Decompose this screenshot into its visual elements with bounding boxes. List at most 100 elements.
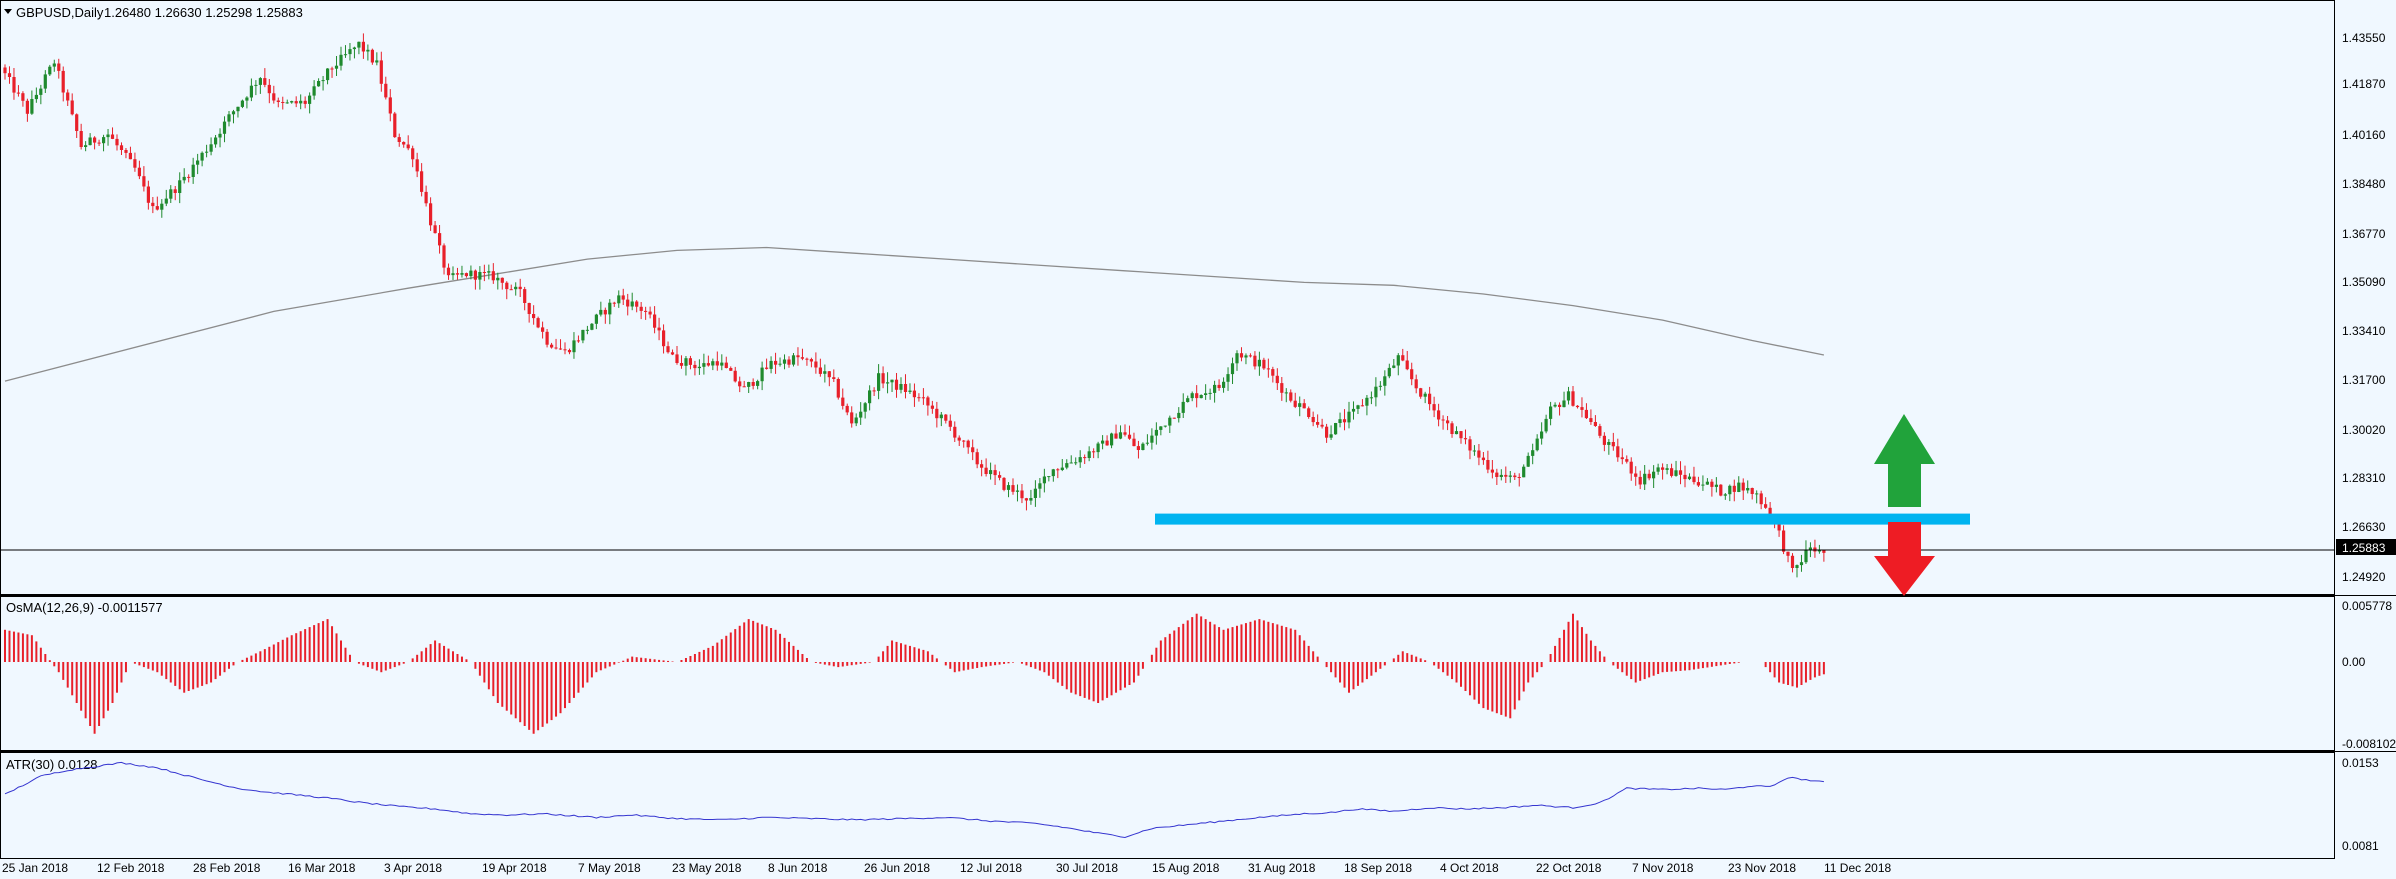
bear-candle: [397, 133, 401, 147]
bull-candle: [1110, 432, 1114, 449]
bear-candle: [370, 48, 374, 65]
osma-axis-label: 0.005778: [2342, 599, 2392, 613]
bear-candle: [706, 355, 710, 367]
bear-candle: [1136, 440, 1140, 459]
bull-candle: [1338, 412, 1342, 428]
bear-candle: [1620, 448, 1624, 465]
bear-candle: [455, 267, 460, 280]
up-arrow-icon: [1874, 414, 1935, 507]
bear-candle: [1602, 432, 1606, 452]
bull-candle: [312, 80, 316, 100]
bear-candle: [1786, 551, 1790, 563]
bull-candle: [339, 46, 343, 71]
bear-candle: [1002, 477, 1006, 492]
bear-candle: [742, 380, 746, 388]
bull-candle: [1226, 367, 1230, 391]
price-label: 1.31700: [2342, 373, 2386, 387]
bear-candle: [406, 135, 410, 151]
bull-candle: [1015, 484, 1020, 502]
bull-candle: [1723, 493, 1727, 500]
bull-candle: [1817, 544, 1821, 554]
bull-candle: [617, 290, 621, 308]
bear-candle: [21, 91, 25, 107]
bear-candle: [1405, 351, 1409, 371]
bull-candle: [205, 144, 209, 158]
bear-candle: [814, 352, 818, 374]
date-label: 19 Apr 2018: [482, 861, 547, 875]
bear-candle: [388, 89, 392, 122]
bull-candle: [1652, 465, 1656, 488]
bull-candle: [1472, 445, 1476, 456]
bear-candle: [1759, 490, 1763, 510]
bull-candle: [1454, 426, 1459, 435]
osma-title: OsMA(12,26,9) -0.0011577: [6, 600, 163, 615]
date-label: 15 Aug 2018: [1152, 861, 1220, 875]
bear-candle: [944, 414, 948, 424]
bear-candle: [635, 300, 639, 313]
bull-candle: [1006, 482, 1011, 498]
bull-candle: [1284, 388, 1288, 403]
atr-line: [4, 761, 1824, 839]
bull-candle: [160, 199, 164, 218]
bull-candle: [236, 106, 240, 118]
bear-candle: [1432, 396, 1436, 418]
bear-candle: [1625, 455, 1629, 464]
date-label: 25 Jan 2018: [2, 861, 68, 875]
bear-candle: [554, 338, 558, 350]
bear-candle: [1302, 399, 1306, 409]
bear-candle: [1401, 348, 1405, 362]
bull-candle: [191, 157, 195, 184]
bear-candle: [1293, 392, 1297, 409]
bull-candle: [854, 413, 858, 427]
bear-candle: [505, 281, 509, 300]
bull-candle: [245, 96, 249, 109]
bull-candle: [1365, 395, 1369, 416]
ohlc-readout: 1.26480 1.26630 1.25298 1.25883: [104, 5, 303, 20]
bear-candle: [912, 383, 916, 407]
bear-candle: [1678, 461, 1683, 485]
bear-candle: [675, 346, 679, 365]
bear-candle: [1056, 468, 1060, 479]
bear-candle: [1271, 366, 1275, 383]
bull-candle: [357, 41, 361, 55]
bull-candle: [460, 265, 464, 278]
bear-candle: [644, 306, 648, 320]
current-price-badge: [2336, 539, 2396, 555]
bear-candle: [1123, 424, 1127, 437]
price-label: 1.26630: [2342, 520, 2386, 534]
bull-candle: [1042, 468, 1046, 493]
bear-candle: [187, 174, 191, 183]
bear-candle: [1450, 421, 1454, 438]
bear-candle: [532, 305, 536, 325]
bear-candle: [975, 448, 979, 469]
bear-candle: [1114, 424, 1118, 439]
bull-candle: [1177, 407, 1181, 423]
date-label: 11 Dec 2018: [1824, 861, 1891, 875]
bear-candle: [962, 440, 966, 448]
date-axis: 25 Jan 2018 12 Feb 2018 28 Feb 2018 16 M…: [2, 861, 1891, 875]
bear-candle: [1580, 397, 1584, 418]
bull-candle: [886, 372, 890, 394]
bear-candle: [411, 145, 415, 168]
bear-candle: [836, 377, 840, 400]
bear-candle: [1266, 358, 1270, 378]
bear-candle: [751, 378, 755, 390]
bull-candle: [487, 264, 491, 280]
bull-candle: [308, 92, 312, 114]
bear-candle: [1750, 487, 1754, 500]
dropdown-triangle-icon[interactable]: [4, 9, 12, 14]
bull-candle: [782, 354, 787, 370]
bear-candle: [1437, 403, 1441, 427]
bear-candle: [657, 317, 661, 341]
bull-candle: [299, 94, 303, 110]
bear-candle: [1719, 484, 1723, 497]
bear-candle: [984, 458, 988, 477]
bull-candle: [684, 356, 688, 376]
bull-candle: [514, 282, 518, 296]
bear-candle: [1307, 406, 1311, 419]
bear-candle: [110, 127, 115, 140]
bear-candle: [1782, 525, 1786, 555]
bear-candle: [765, 358, 769, 370]
bull-candle: [1396, 353, 1400, 376]
